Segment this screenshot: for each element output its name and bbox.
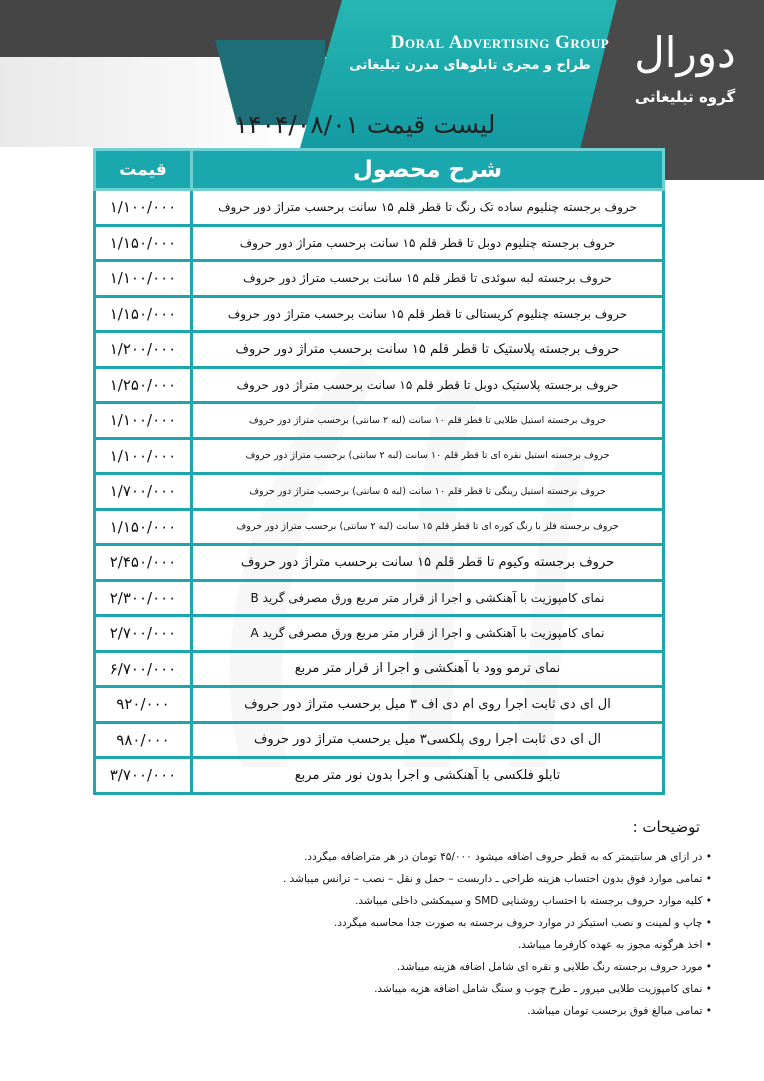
product-price: ۱/۱۰۰/۰۰۰	[93, 436, 193, 475]
page-title: لیست قیمت ۱۴۰۴/۰۸/۰۱	[234, 110, 496, 139]
product-description: حروف برجسته فلز با رنگ کوره ای تا قطر قل…	[190, 507, 665, 546]
note-item: تمامی مبالغ فوق برحسب تومان میباشد.	[152, 1000, 712, 1022]
table-row: حروف برجسته پلاستیک دوبل تا قطر قلم ۱۵ س…	[93, 365, 665, 404]
notes-section: توضیحات : در ازای هر سانتیمتر که به قطر …	[152, 818, 712, 1022]
brand-name-en: Doral Advertising Group	[390, 32, 610, 53]
note-item: مورد حروف برجسته رنگ طلایی و نقره ای شام…	[152, 956, 712, 978]
product-description: حروف برجسته وکیوم تا قطر قلم ۱۵ سانت برح…	[190, 543, 665, 582]
product-description: حروف برجسته پلاستیک تا قطر قلم ۱۵ سانت ب…	[190, 330, 665, 369]
table-row: حروف برجسته استیل رینگی تا قطر قلم ۱۰ سا…	[93, 472, 665, 511]
product-description: ال ای دی ثابت اجرا روی ام دی اف ۳ میل بر…	[190, 685, 665, 724]
product-price: ۹۲۰/۰۰۰	[93, 685, 193, 724]
brand-tagline: طراح و مجری تابلوهای مدرن تبلیغاتی	[349, 58, 591, 73]
note-item: تمامی موارد فوق بدون احتساب هزینه طراحی …	[152, 868, 712, 890]
product-description: حروف برجسته لبه سوئدی تا قطر قلم ۱۵ سانت…	[190, 259, 665, 298]
product-price: ۱/۱۰۰/۰۰۰	[93, 401, 193, 440]
notes-list: در ازای هر سانتیمتر که به قطر حروف اضافه…	[152, 846, 712, 1022]
product-description: حروف برجسته چنلیوم کریستالی تا قطر قلم ۱…	[190, 294, 665, 333]
product-price: ۱/۱۰۰/۰۰۰	[93, 188, 193, 227]
logo: دورال گروه تبلیغاتی	[620, 18, 750, 128]
table-row: حروف برجسته چنلیوم دوبل تا قطر قلم ۱۵ سا…	[93, 223, 665, 262]
table-row: ال ای دی ثابت اجرا روی پلکسی۳ میل برحسب …	[93, 720, 665, 759]
product-price: ۱/۲۰۰/۰۰۰	[93, 330, 193, 369]
table-row: حروف برجسته استیل طلایی تا قطر قلم ۱۰ سا…	[93, 401, 665, 440]
product-description: ال ای دی ثابت اجرا روی پلکسی۳ میل برحسب …	[190, 720, 665, 759]
product-price: ۱/۱۵۰/۰۰۰	[93, 507, 193, 546]
product-price: ۶/۷۰۰/۰۰۰	[93, 649, 193, 688]
table-row: حروف برجسته استیل نقره ای تا قطر قلم ۱۰ …	[93, 436, 665, 475]
logo-sub: گروه تبلیغاتی	[634, 88, 736, 106]
table-row: تابلو فلکسی با آهنکشی و اجرا بدون نور مت…	[93, 756, 665, 795]
price-table: شرح محصول قیمت حروف برجسته چنلیوم ساده ت…	[93, 148, 665, 795]
table-row: حروف برجسته فلز با رنگ کوره ای تا قطر قل…	[93, 507, 665, 546]
column-header-price: قیمت	[93, 148, 193, 191]
product-price: ۱/۲۵۰/۰۰۰	[93, 365, 193, 404]
table-row: حروف برجسته وکیوم تا قطر قلم ۱۵ سانت برح…	[93, 543, 665, 582]
product-price: ۹۸۰/۰۰۰	[93, 720, 193, 759]
product-price: ۱/۷۰۰/۰۰۰	[93, 472, 193, 511]
product-description: نمای کامپوزیت با آهنکشی و اجرا از قرار م…	[190, 578, 665, 617]
product-price: ۳/۷۰۰/۰۰۰	[93, 756, 193, 795]
product-description: نمای کامپوزیت با آهنکشی و اجرا از قرار م…	[190, 614, 665, 653]
logo-main: دورال	[634, 28, 736, 77]
product-description: تابلو فلکسی با آهنکشی و اجرا بدون نور مت…	[190, 756, 665, 795]
product-description: نمای ترمو وود با آهنکشی و اجرا از قرار م…	[190, 649, 665, 688]
note-item: در ازای هر سانتیمتر که به قطر حروف اضافه…	[152, 846, 712, 868]
product-description: حروف برجسته استیل رینگی تا قطر قلم ۱۰ سا…	[190, 472, 665, 511]
table-row: نمای ترمو وود با آهنکشی و اجرا از قرار م…	[93, 649, 665, 688]
product-price: ۲/۷۰۰/۰۰۰	[93, 614, 193, 653]
product-description: حروف برجسته چنلیوم ساده تک رنگ تا قطر قل…	[190, 188, 665, 227]
table-row: حروف برجسته پلاستیک تا قطر قلم ۱۵ سانت ب…	[93, 330, 665, 369]
product-description: حروف برجسته پلاستیک دوبل تا قطر قلم ۱۵ س…	[190, 365, 665, 404]
note-item: نمای کامپوزیت طلایی میرور ـ طرح چوب و سن…	[152, 978, 712, 1000]
column-header-description: شرح محصول	[190, 148, 665, 191]
table-header-row: شرح محصول قیمت	[93, 148, 665, 191]
table-row: حروف برجسته چنلیوم کریستالی تا قطر قلم ۱…	[93, 294, 665, 333]
product-price: ۲/۳۰۰/۰۰۰	[93, 578, 193, 617]
note-item: کلیه موارد حروف برجسته با احتساب روشنایی…	[152, 890, 712, 912]
product-description: حروف برجسته استیل نقره ای تا قطر قلم ۱۰ …	[190, 436, 665, 475]
product-description: حروف برجسته استیل طلایی تا قطر قلم ۱۰ سا…	[190, 401, 665, 440]
table-row: حروف برجسته چنلیوم ساده تک رنگ تا قطر قل…	[93, 188, 665, 227]
table-row: نمای کامپوزیت با آهنکشی و اجرا از قرار م…	[93, 578, 665, 617]
table-row: نمای کامپوزیت با آهنکشی و اجرا از قرار م…	[93, 614, 665, 653]
product-price: ۱/۱۰۰/۰۰۰	[93, 259, 193, 298]
table-row: حروف برجسته لبه سوئدی تا قطر قلم ۱۵ سانت…	[93, 259, 665, 298]
table-row: ال ای دی ثابت اجرا روی ام دی اف ۳ میل بر…	[93, 685, 665, 724]
note-item: چاپ و لمینت و نصب استیکر در موارد حروف ب…	[152, 912, 712, 934]
note-item: اخذ هرگونه مجوز به عهده کارفرما میباشد.	[152, 934, 712, 956]
product-price: ۲/۴۵۰/۰۰۰	[93, 543, 193, 582]
product-price: ۱/۱۵۰/۰۰۰	[93, 223, 193, 262]
notes-title: توضیحات :	[632, 818, 700, 836]
product-price: ۱/۱۵۰/۰۰۰	[93, 294, 193, 333]
product-description: حروف برجسته چنلیوم دوبل تا قطر قلم ۱۵ سا…	[190, 223, 665, 262]
